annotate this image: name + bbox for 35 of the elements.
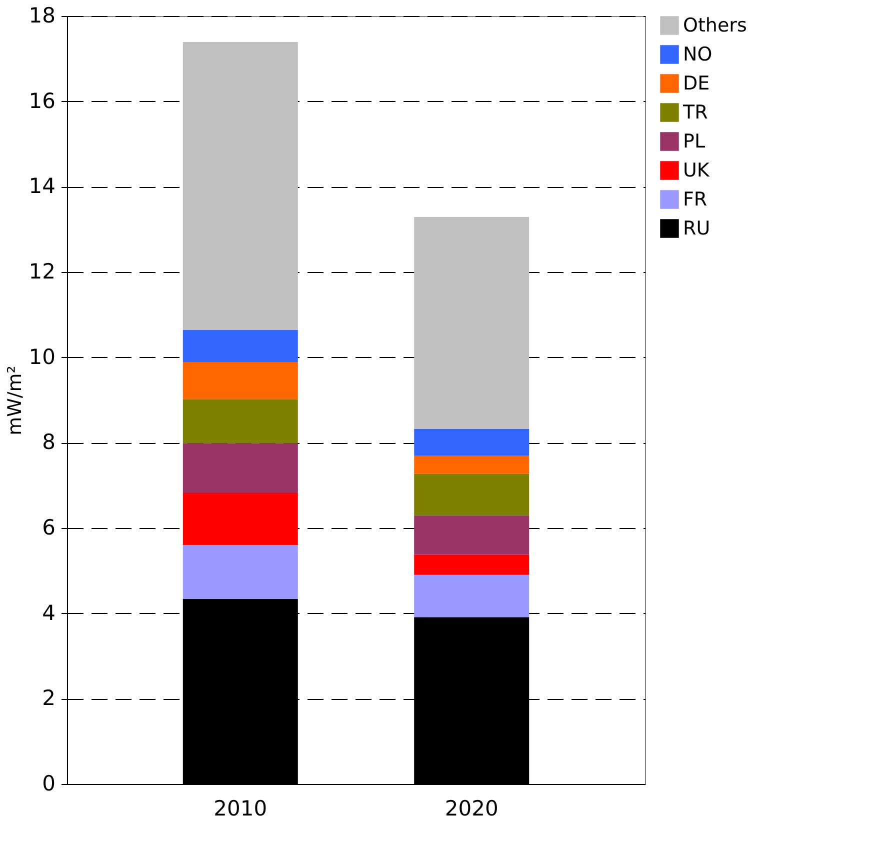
legend-label: DE [683,72,710,94]
legend-label: FR [683,188,708,210]
bar [414,515,530,555]
bar [182,545,298,599]
bar [414,474,530,516]
y-tick-label: 8 [42,430,56,454]
legend-label: NO [683,44,712,66]
bar [182,42,298,330]
bar [414,429,530,456]
bar [182,330,298,362]
bar [182,493,298,546]
y-axis-title: mW/m² [4,366,26,436]
y-tick-label: 12 [28,260,56,284]
bar [182,443,298,494]
bar [182,399,298,444]
bar [414,216,530,430]
bar [414,456,530,474]
legend-label: RU [683,218,710,240]
legend-label: Others [683,14,747,36]
legend-label: TR [682,102,708,124]
y-tick-label: 6 [42,516,56,540]
legend-label: PL [683,130,706,152]
bar [414,574,530,618]
y-tick-label: 18 [28,4,56,28]
y-tick-label: 10 [28,344,56,369]
y-tick-label: 4 [42,600,56,625]
legend-label: UK [683,160,710,182]
y-tick-label: 0 [42,772,56,796]
y-tick-label: 2 [42,686,56,710]
x-tick-label: 2020 [444,796,498,820]
x-tick-label: 2010 [214,796,268,820]
bar [182,362,298,400]
bar [414,554,530,575]
y-tick-label: 14 [28,174,56,198]
y-tick-label: 16 [28,88,56,113]
